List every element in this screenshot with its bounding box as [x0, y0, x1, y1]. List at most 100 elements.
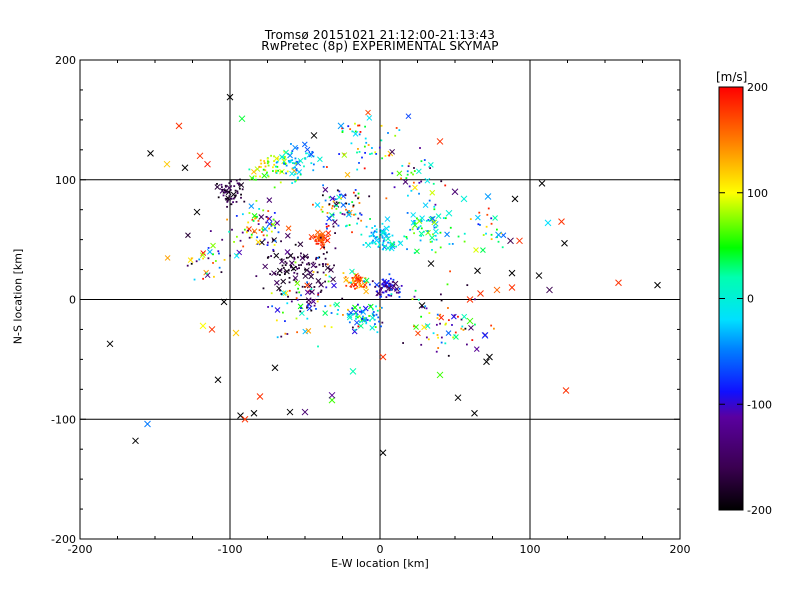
- data-point: [408, 185, 411, 188]
- data-point: [382, 230, 385, 233]
- data-point-x: [389, 148, 396, 155]
- data-point-x-stroke: [436, 371, 444, 379]
- data-point: [258, 165, 261, 168]
- data-point: [339, 211, 342, 214]
- data-point: [374, 326, 377, 328]
- data-point-x-stroke: [314, 229, 321, 236]
- data-point: [279, 181, 282, 184]
- data-point: [431, 240, 433, 243]
- data-point: [290, 266, 292, 269]
- data-point: [497, 240, 500, 243]
- data-point: [266, 157, 269, 160]
- data-point: [277, 231, 280, 234]
- data-point: [357, 217, 360, 220]
- data-point: [357, 325, 360, 328]
- data-point: [312, 261, 315, 264]
- data-point: [381, 287, 383, 289]
- data-point: [368, 315, 371, 317]
- data-point-x-stroke: [292, 144, 298, 151]
- data-point: [358, 310, 361, 313]
- data-point: [330, 326, 333, 329]
- data-point: [386, 286, 389, 289]
- data-point: [257, 219, 260, 222]
- data-point-x-stroke: [271, 237, 278, 243]
- data-point-x-stroke: [317, 156, 323, 163]
- data-point-x-stroke: [445, 330, 452, 336]
- data-point: [434, 234, 437, 237]
- data-point: [341, 129, 344, 132]
- data-point: [378, 241, 381, 244]
- data-point-x: [304, 282, 311, 289]
- data-point-x-stroke: [367, 303, 374, 310]
- data-point-x-stroke: [351, 328, 358, 335]
- data-point-x: [538, 179, 546, 187]
- data-point: [378, 146, 381, 149]
- data-point-x-stroke: [486, 353, 493, 361]
- data-point-x: [284, 268, 290, 275]
- data-point-x: [310, 262, 317, 269]
- data-point: [325, 274, 327, 277]
- data-point: [406, 173, 409, 176]
- data-point-x-stroke: [181, 164, 189, 172]
- data-point: [323, 325, 326, 328]
- data-point: [354, 284, 356, 287]
- data-point-x: [422, 202, 429, 209]
- data-point: [464, 327, 467, 330]
- data-point: [315, 307, 317, 310]
- data-point: [413, 295, 416, 298]
- data-point: [241, 231, 244, 234]
- data-point: [356, 316, 359, 319]
- data-point-x: [249, 175, 255, 181]
- data-point: [394, 288, 397, 291]
- data-point: [352, 205, 355, 208]
- data-point-x: [436, 371, 444, 379]
- data-point-x-stroke: [495, 231, 502, 239]
- data-point: [371, 280, 374, 283]
- data-point-x: [164, 255, 171, 261]
- data-point: [383, 281, 386, 284]
- data-point-x: [328, 212, 335, 218]
- data-point-x-stroke: [396, 170, 403, 177]
- data-point: [288, 161, 291, 164]
- data-point-x-stroke: [436, 138, 444, 145]
- data-point: [320, 289, 323, 292]
- data-point: [269, 273, 272, 275]
- data-point: [445, 322, 447, 325]
- data-point-x-stroke: [219, 188, 226, 194]
- data-point-x-stroke: [424, 177, 431, 184]
- data-point: [391, 234, 394, 237]
- data-point: [411, 298, 414, 301]
- data-point: [391, 281, 394, 283]
- data-point-x-stroke: [330, 276, 336, 283]
- data-point-x-stroke: [274, 307, 281, 313]
- data-point: [388, 289, 391, 292]
- data-point-x-stroke: [280, 278, 287, 285]
- data-point: [368, 195, 371, 198]
- data-point: [369, 153, 371, 155]
- data-point: [255, 178, 257, 181]
- data-point-x: [286, 408, 294, 416]
- data-point: [419, 147, 421, 149]
- data-point: [437, 336, 440, 339]
- data-point: [291, 150, 294, 152]
- data-point-x-stroke: [410, 212, 417, 218]
- data-point: [406, 212, 409, 214]
- grid-lines: [80, 60, 680, 539]
- data-point: [235, 179, 238, 182]
- data-point: [280, 293, 283, 295]
- data-point-x-stroke: [473, 346, 480, 352]
- data-point: [316, 300, 319, 303]
- data-point-x-stroke: [289, 260, 295, 267]
- data-point-x: [445, 209, 453, 217]
- data-point: [387, 241, 389, 244]
- data-point-x-stroke: [251, 213, 258, 219]
- data-point-x-stroke: [304, 282, 311, 289]
- data-point-x-stroke: [163, 160, 171, 168]
- data-point: [381, 235, 384, 238]
- data-point-x: [262, 263, 269, 270]
- data-point: [486, 213, 489, 216]
- data-point-x: [210, 242, 216, 249]
- data-point: [274, 240, 277, 242]
- data-point-x-stroke: [226, 93, 234, 101]
- data-point: [315, 240, 318, 243]
